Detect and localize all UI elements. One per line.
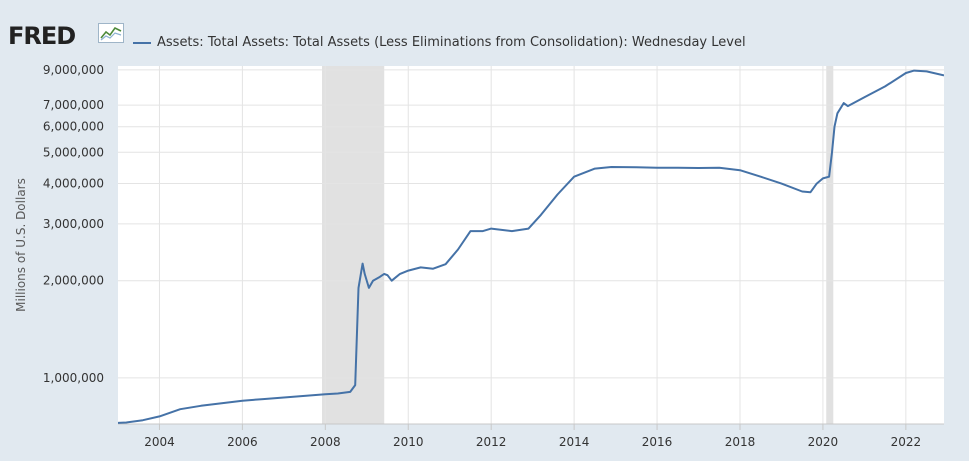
y-tick-label: 2,000,000 xyxy=(43,274,104,288)
chart-header: FRED Assets: Total Assets: Total Assets … xyxy=(0,10,969,56)
x-tick-label: 2016 xyxy=(642,435,673,449)
y-tick-label: 1,000,000 xyxy=(43,371,104,385)
x-tick-label: 2018 xyxy=(725,435,756,449)
plot-area xyxy=(118,66,944,424)
y-tick-label: 3,000,000 xyxy=(43,217,104,231)
x-tick-label: 2014 xyxy=(559,435,590,449)
legend-series-name[interactable]: Assets: Total Assets: Total Assets (Less… xyxy=(157,35,746,50)
fred-logo[interactable]: FRED xyxy=(8,22,76,50)
line-chart-icon xyxy=(98,23,124,43)
x-tick-label: 2008 xyxy=(310,435,341,449)
series-group xyxy=(116,69,944,424)
x-tick-label: 2010 xyxy=(393,435,424,449)
recession-shading xyxy=(322,66,834,424)
legend-swatch xyxy=(133,42,151,44)
y-tick-label: 6,000,000 xyxy=(43,120,104,134)
grid-lines xyxy=(118,66,944,424)
x-tick-label: 2012 xyxy=(476,435,507,449)
y-tick-label: 7,000,000 xyxy=(43,98,104,112)
y-axis-ticks: 1,000,000 2,000,000 3,000,000 4,000,000 5,00… xyxy=(43,63,104,385)
y-tick-label: 5,000,000 xyxy=(43,145,104,159)
recession-band-0 xyxy=(322,66,385,424)
series-line-0[interactable] xyxy=(116,69,944,424)
recession-band-1 xyxy=(826,66,834,424)
x-tick-label: 2022 xyxy=(891,435,922,449)
x-tick-label: 2020 xyxy=(808,435,839,449)
x-tick-label: 2004 xyxy=(144,435,175,449)
y-tick-label: 4,000,000 xyxy=(43,177,104,191)
x-axis-ticks: 2004 2006 2008 2010 2012 2014 2016 2018 2020 2022 xyxy=(118,423,944,449)
y-tick-label: 9,000,000 xyxy=(43,63,104,77)
x-tick-label: 2006 xyxy=(227,435,258,449)
plot-background xyxy=(118,66,944,424)
